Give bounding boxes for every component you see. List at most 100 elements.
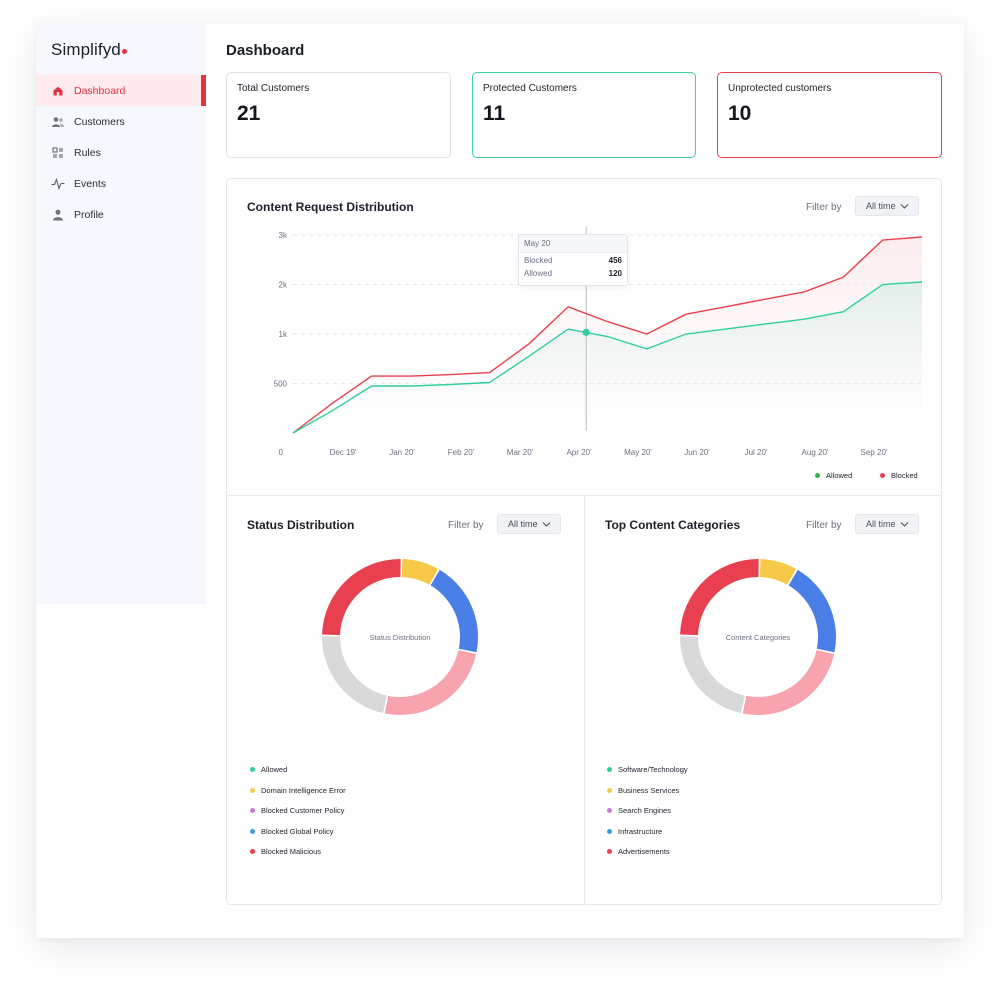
- tooltip-value: 120: [608, 269, 622, 278]
- y-tick-label: 2k: [279, 281, 288, 290]
- donut-slice[interactable]: [788, 569, 836, 653]
- x-tick-label: Jul 20': [745, 448, 768, 457]
- content-request-filter-select[interactable]: All time: [855, 196, 919, 216]
- sidebar-item-label: Rules: [74, 146, 101, 159]
- legend-dot: [607, 829, 612, 834]
- stat-card-unprotected-customers[interactable]: Unprotected customers 10: [717, 72, 942, 158]
- filter-label: Filter by: [806, 520, 842, 531]
- users-icon: [51, 115, 65, 129]
- legend-dot: [250, 788, 255, 793]
- content-filter-select[interactable]: All time: [855, 514, 919, 534]
- legend-label: Blocked Malicious: [261, 847, 322, 856]
- divider: [584, 495, 585, 905]
- stat-card-protected-customers[interactable]: Protected Customers 11: [472, 72, 696, 158]
- legend-item[interactable]: Advertisements: [607, 847, 670, 856]
- legend-item[interactable]: Infrastructure: [607, 827, 662, 836]
- legend-item[interactable]: Software/Technology: [607, 765, 688, 774]
- legend-item[interactable]: Allowed: [250, 765, 287, 774]
- stat-value: 11: [483, 102, 506, 125]
- legend-dot: [250, 808, 255, 813]
- chevron-down-icon: [900, 522, 909, 527]
- x-tick-label: Aug 20': [802, 448, 829, 457]
- legend-item[interactable]: Blocked Malicious: [250, 847, 321, 856]
- sidebar-item-events[interactable]: Events: [36, 168, 206, 199]
- legend-label: Allowed: [826, 471, 853, 480]
- legend-label: Blocked: [891, 471, 918, 480]
- tooltip-value: 456: [608, 256, 622, 265]
- sidebar-item-profile[interactable]: Profile: [36, 199, 206, 230]
- tooltip-label: Blocked: [524, 256, 553, 265]
- status-donut-chart: Status Distribution: [322, 559, 478, 715]
- y-tick-label: 3k: [279, 231, 288, 240]
- donut-center-label: Content Categories: [726, 633, 791, 642]
- donut-slice[interactable]: [680, 636, 745, 714]
- stat-value: 21: [237, 102, 261, 125]
- filter-value: All time: [866, 519, 896, 529]
- stat-label: Protected Customers: [483, 83, 577, 94]
- sidebar-item-rules[interactable]: Rules: [36, 137, 206, 168]
- home-icon: [51, 84, 65, 98]
- activity-icon: [51, 177, 65, 191]
- sidebar-item-dashboard[interactable]: Dashboard: [36, 75, 206, 106]
- tooltip-row-allowed: Allowed 120: [519, 266, 627, 279]
- tooltip-date: May 20: [519, 235, 627, 253]
- content-request-title: Content Request Distribution: [247, 200, 414, 214]
- legend-item[interactable]: Blocked Customer Policy: [250, 806, 344, 815]
- donut-slice[interactable]: [384, 650, 477, 715]
- donut-slice[interactable]: [430, 569, 478, 653]
- donut-slice[interactable]: [680, 559, 759, 636]
- legend-label: Domain Intelligence Error: [261, 786, 346, 795]
- status-filter-select[interactable]: All time: [497, 514, 561, 534]
- brand-logo[interactable]: Simplifyd: [51, 40, 127, 60]
- x-tick-label: Mar 20': [507, 448, 534, 457]
- charts-panel: Content Request Distribution Filter by A…: [226, 178, 942, 905]
- chart-tooltip: May 20 Blocked 456 Allowed 120: [518, 234, 628, 286]
- top-content-title: Top Content Categories: [605, 518, 741, 532]
- user-icon: [51, 208, 65, 222]
- hover-point[interactable]: [582, 328, 590, 336]
- filter-label: Filter by: [806, 202, 842, 213]
- legend-label: Blocked Customer Policy: [261, 806, 345, 815]
- donut-slice[interactable]: [742, 650, 835, 715]
- legend-item-blocked[interactable]: Blocked: [880, 471, 918, 480]
- legend-dot: [880, 473, 885, 478]
- stat-label: Total Customers: [237, 83, 310, 94]
- legend-label: Allowed: [261, 765, 288, 774]
- legend-item[interactable]: Blocked Global Policy: [250, 827, 334, 836]
- donut-slice[interactable]: [759, 559, 797, 585]
- x-tick-label: Dec 19': [330, 448, 357, 457]
- legend-dot: [607, 849, 612, 854]
- legend-label: Search Engines: [618, 806, 671, 815]
- donut-slice[interactable]: [322, 636, 387, 714]
- tooltip-row-blocked: Blocked 456: [519, 253, 627, 266]
- allowed-series-line: [292, 281, 923, 434]
- donut-slice[interactable]: [401, 559, 439, 585]
- legend-label: Advertisements: [618, 847, 670, 856]
- brand-name: Simplifyd: [51, 40, 121, 59]
- y-tick-label: 1k: [279, 330, 288, 339]
- sidebar-nav: Dashboard Customers Rules Events: [36, 75, 206, 230]
- chevron-down-icon: [900, 204, 909, 209]
- sidebar-item-label: Dashboard: [74, 84, 126, 97]
- filter-label: Filter by: [448, 520, 484, 531]
- x-tick-label: Sep 20': [861, 448, 888, 457]
- legend-dot: [815, 473, 820, 478]
- legend-item[interactable]: Search Engines: [607, 806, 671, 815]
- legend-item[interactable]: Business Services: [607, 786, 679, 795]
- legend-label: Software/Technology: [618, 765, 688, 774]
- sidebar-item-customers[interactable]: Customers: [36, 106, 206, 137]
- donut-center-label: Status Distribution: [370, 633, 431, 642]
- legend-item[interactable]: Domain Intelligence Error: [250, 786, 346, 795]
- x-tick-label: Apr 20': [566, 448, 592, 457]
- sidebar-item-label: Events: [74, 177, 107, 190]
- allowed-area: [293, 282, 922, 433]
- filter-value: All time: [508, 519, 538, 529]
- legend-dot: [607, 788, 612, 793]
- app-window: Simplifyd Dashboard Customers Rules: [36, 24, 964, 938]
- brand-dot: [121, 49, 127, 54]
- legend-item-allowed[interactable]: Allowed: [815, 471, 852, 480]
- donut-slice[interactable]: [322, 559, 401, 636]
- sidebar-item-label: Customers: [74, 115, 125, 128]
- stat-card-total-customers[interactable]: Total Customers 21: [226, 72, 451, 158]
- sidebar: Simplifyd Dashboard Customers Rules: [36, 24, 206, 604]
